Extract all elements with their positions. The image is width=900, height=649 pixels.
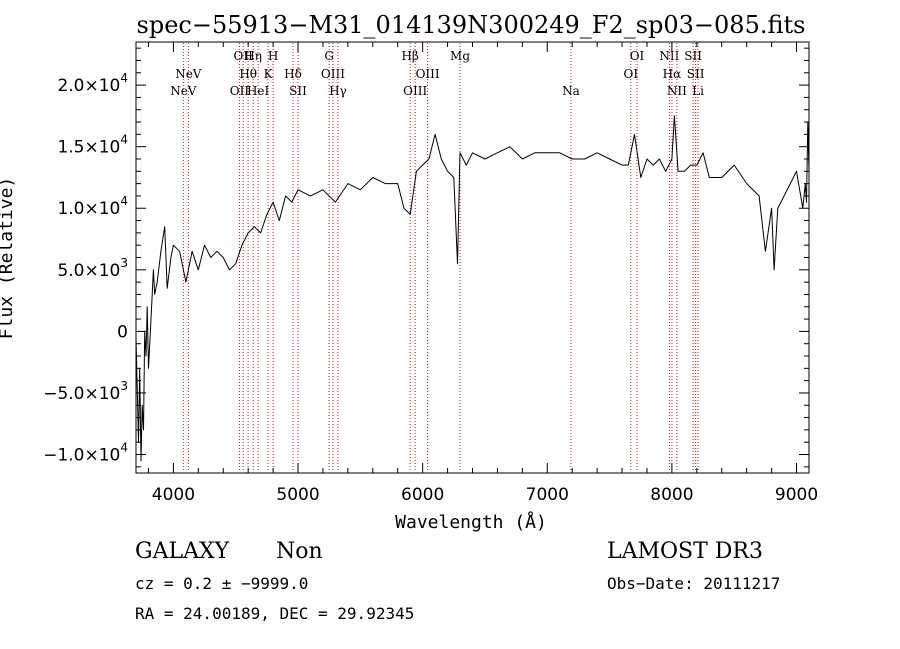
emission-line-label: Hδ bbox=[284, 67, 302, 81]
emission-line-label: SII bbox=[687, 67, 705, 81]
emission-line-label: Hη bbox=[244, 49, 262, 63]
spectrum-line bbox=[135, 115, 810, 462]
emission-line-label: SII bbox=[289, 84, 307, 98]
y-tick-label: −1.0×104 bbox=[43, 441, 128, 466]
y-tick-label: −5.0×103 bbox=[43, 379, 128, 404]
emission-line-label: OIII bbox=[321, 67, 345, 81]
emission-line-markers: NeVNeVOIIOIIHθHηHeIKHHδSIIGOIIIHγHβOIIIO… bbox=[170, 43, 705, 472]
x-tick-label: 5000 bbox=[276, 485, 319, 505]
object-subclass: Non bbox=[276, 539, 323, 564]
y-tick-exponent: 4 bbox=[120, 133, 128, 147]
emission-line-label: NII bbox=[667, 84, 687, 98]
emission-line-label: Mg bbox=[450, 49, 470, 63]
y-tick-label: 5.0×103 bbox=[57, 256, 128, 281]
x-axis-ticks: 4000 5000 6000 7000 8000 9000 bbox=[147, 42, 818, 505]
y-tick-exponent: 3 bbox=[120, 256, 128, 270]
x-tick-label: 6000 bbox=[401, 485, 444, 505]
y-axis-ticks: −1.0×104 −5.0×103 0 5.0×103 1.0×104 1.5×104 2.… bbox=[43, 47, 809, 468]
emission-line-label: OI bbox=[623, 67, 638, 81]
emission-line-label: G bbox=[324, 49, 334, 63]
spectrum-series bbox=[135, 115, 810, 462]
emission-line-label: NeV bbox=[175, 67, 202, 81]
coordinates-text: RA = 24.00189, DEC = 29.92345 bbox=[135, 604, 414, 623]
y-tick-label: 2.0×104 bbox=[57, 71, 128, 96]
emission-line-label: Li bbox=[692, 84, 704, 98]
emission-line-label: H bbox=[268, 49, 278, 63]
emission-line-label: OIII bbox=[416, 67, 440, 81]
emission-line-label: Hθ bbox=[239, 67, 257, 81]
x-tick-label: 4000 bbox=[152, 485, 195, 505]
obs-date-text: Obs−Date: 20111217 bbox=[607, 574, 780, 593]
emission-line-label: Hβ bbox=[401, 49, 418, 63]
x-tick-label: 9000 bbox=[775, 485, 818, 505]
y-tick-label: 1.5×104 bbox=[57, 133, 128, 158]
y-tick-exponent: 3 bbox=[120, 379, 128, 393]
emission-line-label: OII bbox=[230, 84, 250, 98]
x-tick-label: 7000 bbox=[526, 485, 569, 505]
object-class: GALAXY bbox=[135, 539, 230, 564]
emission-line-label: NeV bbox=[170, 84, 197, 98]
x-tick-label: 8000 bbox=[650, 485, 693, 505]
emission-line-label: SII bbox=[684, 49, 702, 63]
emission-line-label: K bbox=[264, 67, 274, 81]
y-tick-exponent: 4 bbox=[120, 71, 128, 85]
y-tick-label: 1.0×104 bbox=[57, 194, 128, 219]
y-tick-exponent: 4 bbox=[120, 194, 128, 208]
y-tick-exponent: 4 bbox=[120, 441, 128, 455]
plot-frame bbox=[135, 41, 810, 474]
emission-line-label: NII bbox=[659, 49, 679, 63]
chart-title: spec−55913−M31_014139N300249_F2_sp03−085… bbox=[137, 11, 806, 39]
survey-name: LAMOST DR3 bbox=[607, 539, 763, 564]
emission-line-label: Hγ bbox=[329, 84, 347, 98]
emission-line-label: Hα bbox=[663, 67, 682, 81]
emission-line-label: OIII bbox=[403, 84, 427, 98]
emission-line-label: HeI bbox=[247, 84, 270, 98]
x-axis-label: Wavelength (Å) bbox=[395, 511, 547, 533]
emission-line-label: OI bbox=[630, 49, 645, 63]
y-axis-label: Flux (Relative) bbox=[0, 177, 17, 340]
emission-line-label: Na bbox=[562, 84, 580, 98]
redshift-text: cz = 0.2 ± −9999.0 bbox=[135, 574, 308, 593]
y-tick-label: 0 bbox=[117, 322, 128, 342]
